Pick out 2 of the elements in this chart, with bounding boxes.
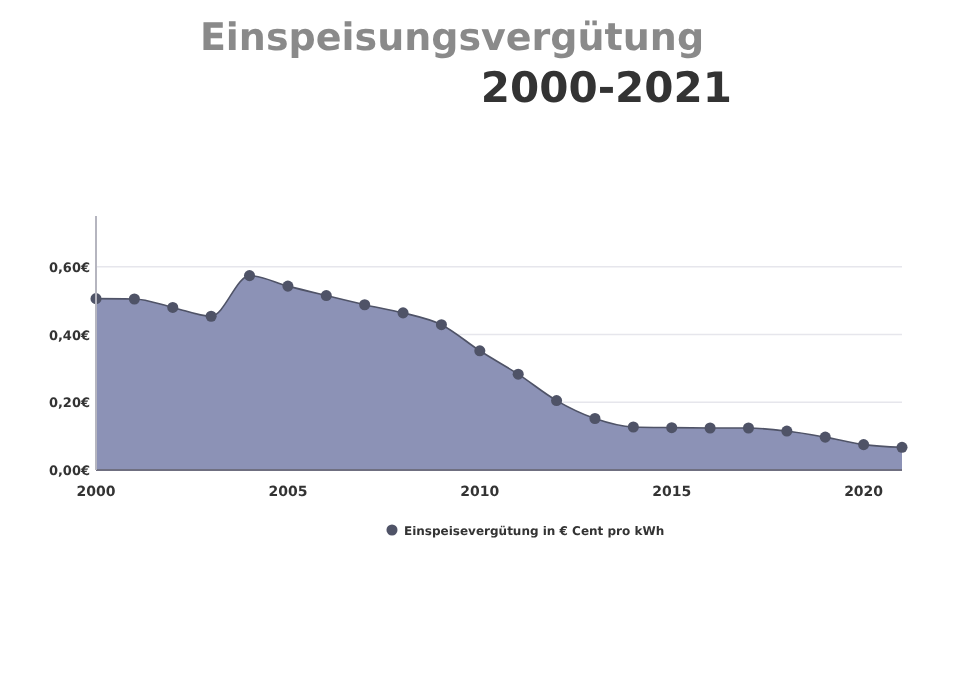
chart-subtitle: 2000-2021 (480, 64, 732, 112)
chart-title: Einspeisungsvergütung (199, 16, 705, 60)
